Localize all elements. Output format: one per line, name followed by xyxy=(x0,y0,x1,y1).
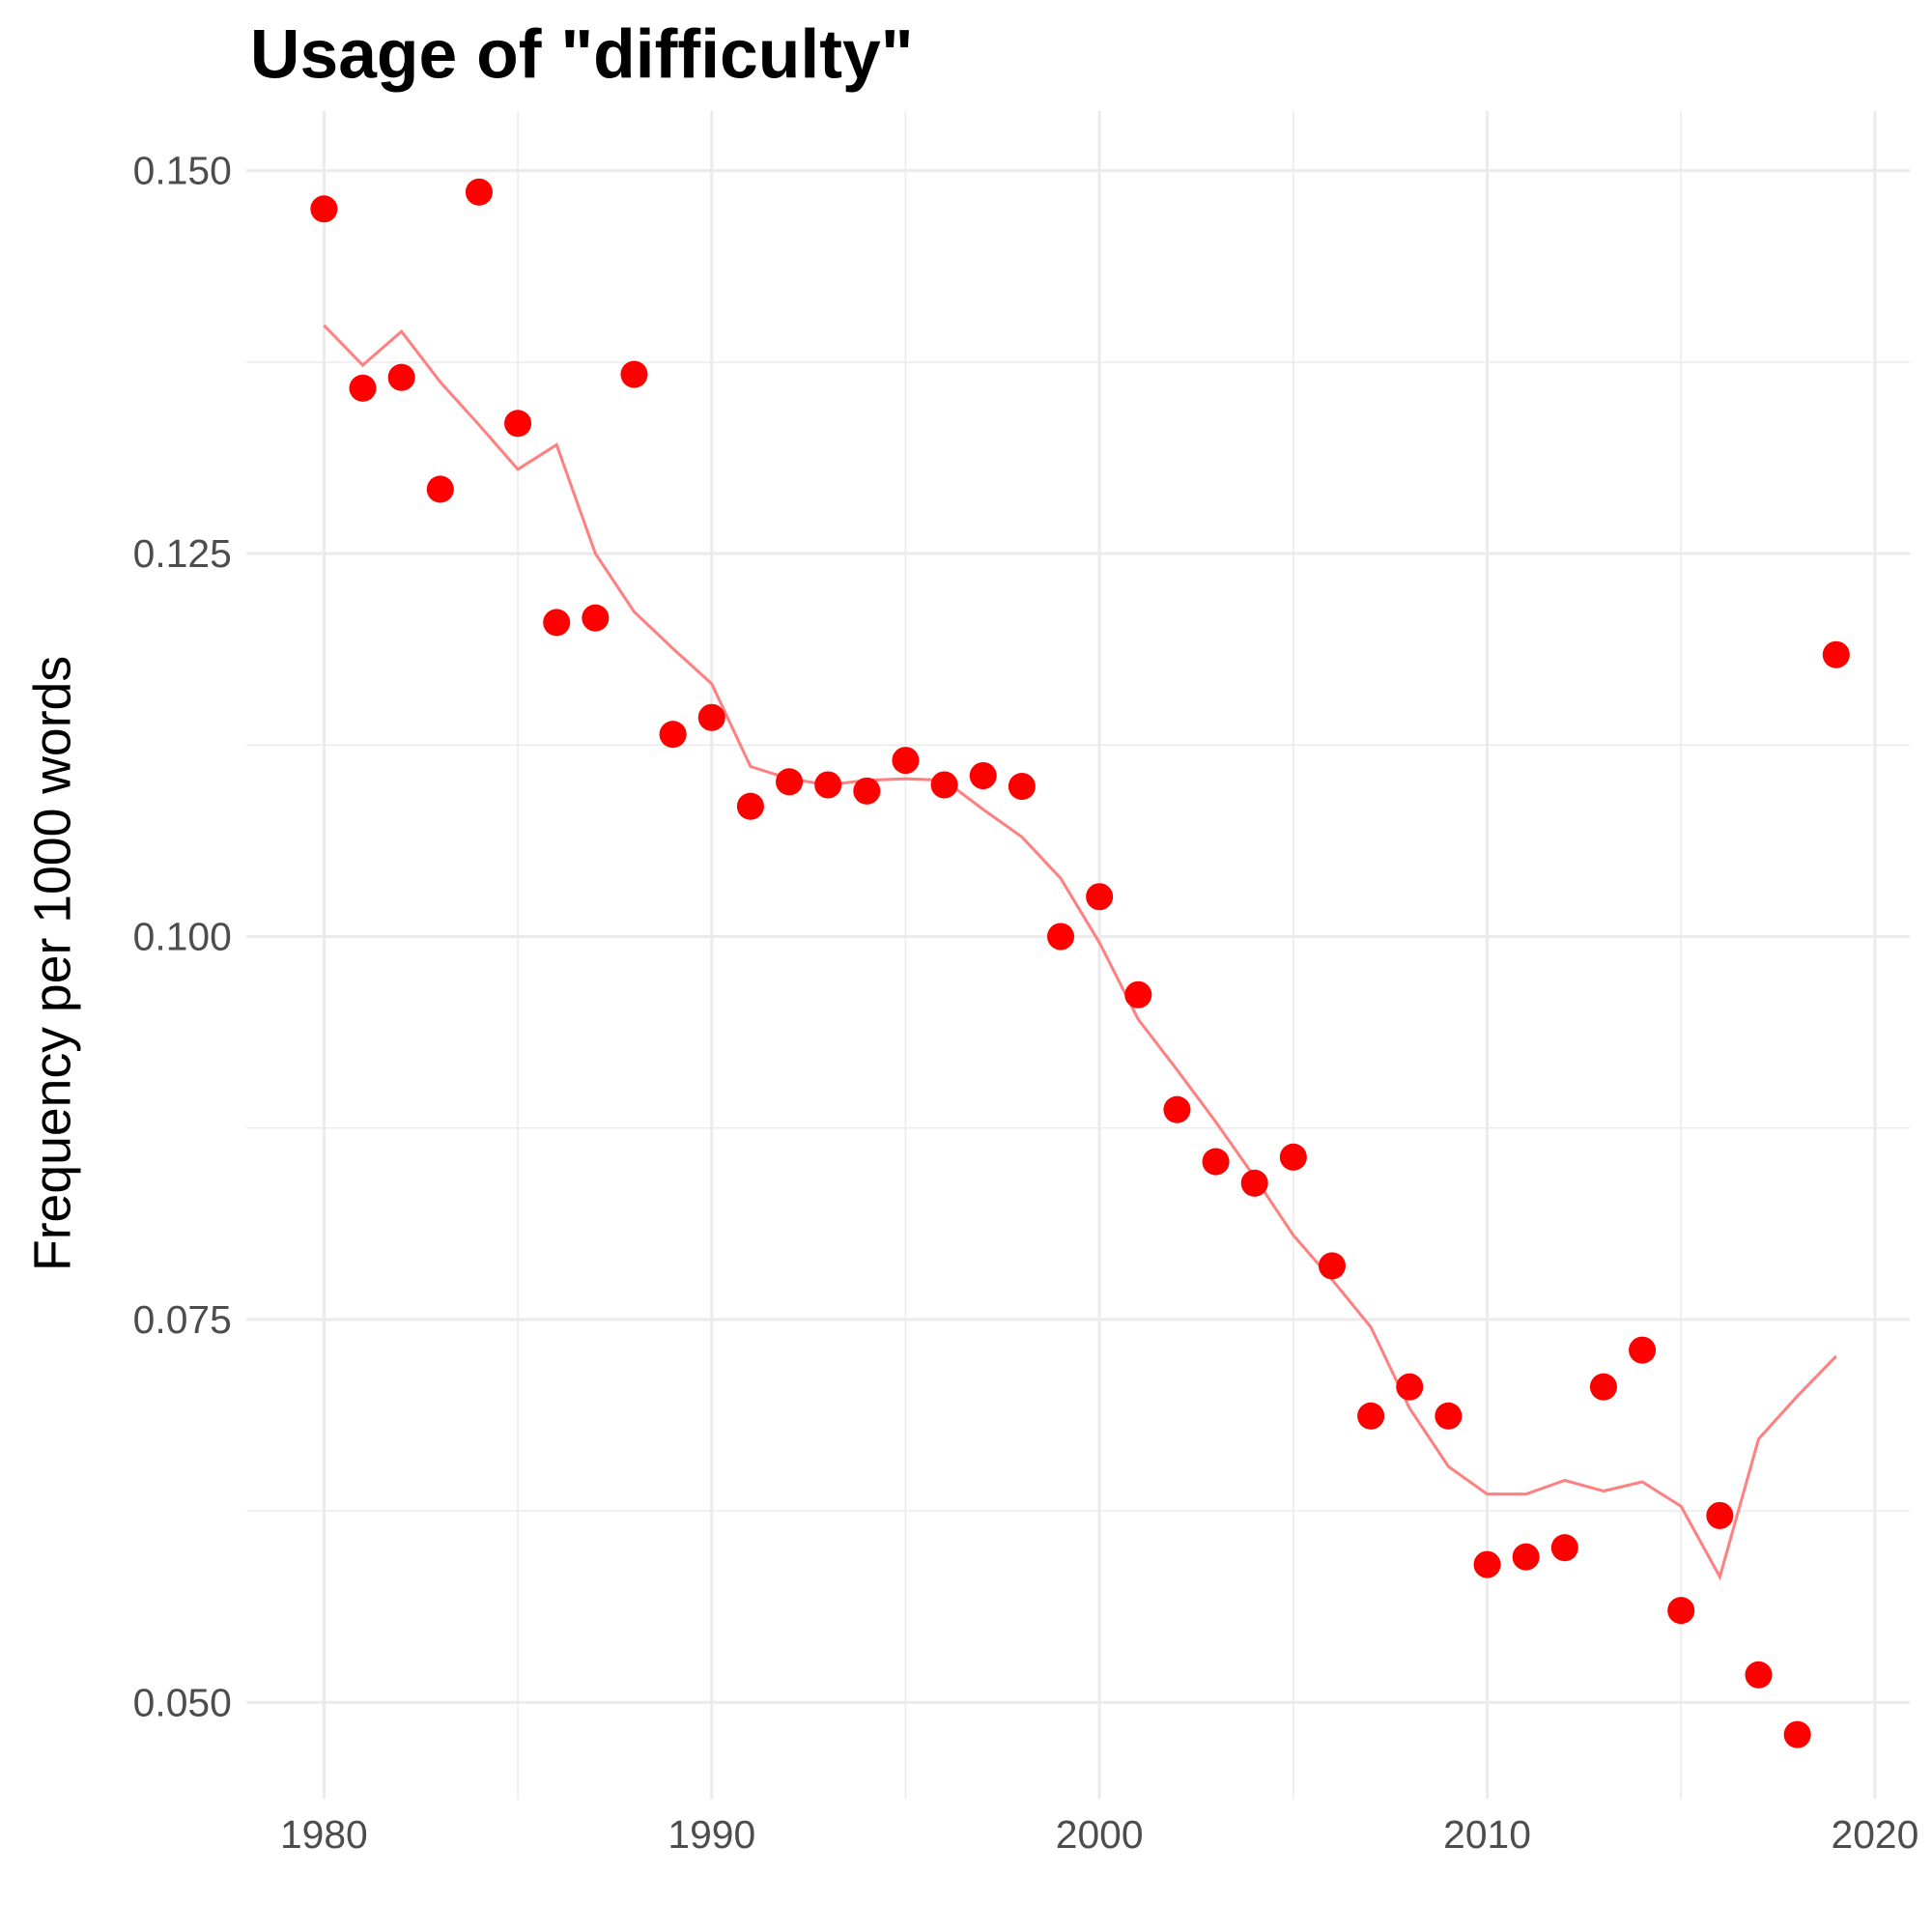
data-point xyxy=(1008,773,1036,801)
data-point xyxy=(776,768,804,796)
y-tick-label: 0.125 xyxy=(133,531,232,576)
data-point xyxy=(426,475,454,503)
data-point xyxy=(543,609,571,637)
data-point xyxy=(1279,1143,1307,1171)
y-ticks: 0.050 0.075 0.100 0.125 0.150 xyxy=(133,149,232,1725)
data-point xyxy=(1629,1336,1657,1364)
chart-title: Usage of "difficulty" xyxy=(250,15,914,93)
data-point xyxy=(465,178,493,206)
data-point xyxy=(1046,923,1075,951)
y-tick-label: 0.050 xyxy=(133,1680,232,1724)
data-point xyxy=(1124,980,1152,1009)
data-point xyxy=(969,761,997,790)
data-point xyxy=(1240,1169,1268,1197)
data-point xyxy=(310,195,338,223)
data-point xyxy=(892,747,920,775)
data-point xyxy=(1589,1373,1617,1401)
data-point xyxy=(620,360,648,388)
series xyxy=(310,178,1850,1748)
data-point xyxy=(1435,1402,1463,1430)
data-point xyxy=(1202,1148,1230,1176)
data-point xyxy=(1706,1501,1734,1529)
data-point xyxy=(736,792,764,820)
data-point xyxy=(697,703,725,731)
data-point xyxy=(659,721,687,749)
data-point xyxy=(1822,640,1850,668)
data-point xyxy=(1318,1252,1347,1280)
data-point xyxy=(387,363,415,391)
data-point xyxy=(582,604,610,632)
data-point xyxy=(1512,1543,1540,1571)
data-point xyxy=(1473,1550,1501,1578)
data-point xyxy=(1396,1373,1424,1401)
data-point xyxy=(504,410,532,438)
y-tick-label: 0.100 xyxy=(133,915,232,959)
data-point xyxy=(1783,1720,1811,1748)
x-tick-label: 2000 xyxy=(1056,1812,1144,1857)
data-point xyxy=(853,777,881,805)
data-point xyxy=(1357,1402,1385,1430)
data-point xyxy=(1086,883,1114,911)
data-point xyxy=(349,374,377,402)
y-tick-label: 0.075 xyxy=(133,1297,232,1342)
y-axis-label: Frequency per 1000 words xyxy=(25,656,82,1271)
x-tick-label: 2010 xyxy=(1443,1812,1531,1857)
data-point xyxy=(1550,1534,1578,1562)
data-point xyxy=(1667,1597,1695,1625)
gridlines xyxy=(246,110,1911,1800)
data-point xyxy=(1745,1661,1773,1689)
x-tick-label: 1990 xyxy=(668,1812,755,1857)
x-tick-label: 2020 xyxy=(1832,1812,1919,1857)
x-tick-label: 1980 xyxy=(280,1812,368,1857)
data-point xyxy=(814,771,842,799)
x-ticks: 1980 1990 2000 2010 2020 xyxy=(280,1812,1918,1857)
data-point xyxy=(1163,1095,1191,1123)
data-point xyxy=(930,771,958,799)
trend-line xyxy=(323,324,1837,1581)
y-tick-label: 0.150 xyxy=(133,149,232,193)
